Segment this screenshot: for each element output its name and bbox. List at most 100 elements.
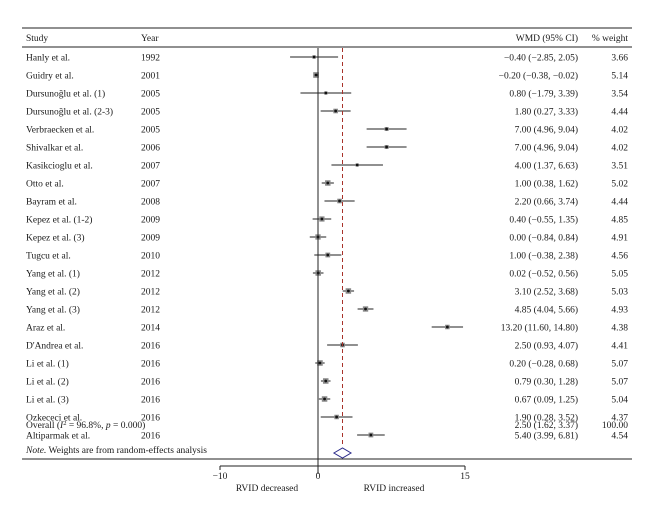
point-estimate — [335, 415, 339, 419]
study-ci: 0.80 (−1.79, 3.39) — [509, 89, 578, 100]
study-row: Ozkececi et al. 2016 1.90 (0.28, 3.52) 4.37 — [26, 413, 628, 424]
study-row: Hanly et al. 1992 −0.40 (−2.85, 2.05) 3.66 — [26, 53, 628, 64]
study-ci: 4.85 (4.04, 5.66) — [515, 305, 578, 316]
point-estimate — [355, 163, 359, 167]
study-year: 2016 — [141, 414, 160, 424]
overall-weight: 100.00 — [602, 421, 628, 431]
study-row: Li et al. (1) 2016 0.20 (−0.28, 0.68) 5.07 — [26, 359, 628, 370]
point-estimate — [346, 289, 350, 293]
study-ci: 3.10 (2.52, 3.68) — [515, 287, 578, 298]
study-weight: 4.54 — [611, 432, 628, 442]
study-year: 2005 — [141, 126, 160, 136]
study-ci: 2.50 (0.93, 4.07) — [515, 341, 578, 352]
study-weight: 5.04 — [611, 396, 628, 406]
x-tick-label: −10 — [213, 472, 228, 482]
header-year: Year — [141, 34, 159, 44]
study-weight: 4.56 — [611, 252, 628, 262]
study-year: 2007 — [141, 180, 160, 190]
study-name: Shivalkar et al. — [26, 144, 83, 154]
x-tick-label: 15 — [460, 472, 470, 482]
x-tick-label: 0 — [316, 472, 321, 482]
study-name: Hanly et al. — [26, 54, 70, 64]
study-weight: 4.37 — [611, 414, 628, 424]
study-ci: 1.00 (0.38, 1.62) — [515, 179, 578, 190]
study-ci: 0.67 (0.09, 1.25) — [515, 395, 578, 406]
study-year: 2006 — [141, 144, 160, 154]
study-row: Altiparmak et al. 2016 5.40 (3.99, 6.81) 4.… — [26, 431, 628, 442]
study-year: 2014 — [141, 324, 160, 334]
point-estimate — [334, 109, 338, 113]
study-ci: 7.00 (4.96, 9.04) — [515, 125, 578, 136]
study-weight: 4.91 — [611, 234, 628, 244]
point-estimate — [324, 91, 328, 95]
study-ci: 0.02 (−0.52, 0.56) — [509, 269, 578, 280]
study-row: Kepez et al. (3) 2009 0.00 (−0.84, 0.84) 4.… — [26, 233, 628, 244]
point-estimate — [364, 307, 367, 311]
study-row: Kasikcioglu et al. 2007 4.00 (1.37, 6.63) 3… — [26, 161, 628, 172]
study-year: 2012 — [141, 270, 160, 280]
study-ci: 13.20 (11.60, 14.80) — [501, 323, 578, 334]
study-row: Guidry et al. 2001 −0.20 (−0.38, −0.02) 5.1… — [26, 71, 628, 82]
study-name: Bayram et al. — [26, 198, 77, 208]
point-estimate — [369, 433, 373, 437]
study-weight: 5.07 — [611, 360, 628, 370]
study-ci: 1.00 (−0.38, 2.38) — [509, 251, 578, 262]
study-name: D'Andrea et al. — [26, 342, 83, 352]
study-row: D'Andrea et al. 2016 2.50 (0.93, 4.07) 4.41 — [26, 341, 628, 352]
point-estimate — [385, 145, 388, 149]
study-weight: 4.85 — [611, 216, 628, 226]
header-study: Study — [26, 34, 48, 44]
study-name: Guidry et al. — [26, 72, 74, 82]
study-weight: 3.66 — [611, 54, 628, 64]
study-name: Dursunoğlu et al. (1) — [26, 89, 105, 100]
study-weight: 4.02 — [611, 144, 628, 154]
study-row: Li et al. (3) 2016 0.67 (0.09, 1.25) 5.04 — [26, 395, 628, 406]
study-row: Dursunoğlu et al. (2-3) 2005 1.80 (0.27, 3… — [26, 107, 628, 118]
study-weight: 4.38 — [611, 324, 628, 334]
study-ci: 0.79 (0.30, 1.28) — [515, 377, 578, 388]
study-weight: 5.03 — [611, 288, 628, 298]
point-estimate — [318, 361, 322, 365]
study-ci: −0.20 (−0.38, −0.02) — [499, 71, 578, 82]
study-rows: Hanly et al. 1992 −0.40 (−2.85, 2.05) 3.66 G… — [26, 53, 628, 442]
point-estimate — [338, 199, 341, 203]
study-name: Kasikcioglu et al. — [26, 162, 93, 172]
study-weight: 4.02 — [611, 126, 628, 136]
x-left-label: RVID decreased — [236, 484, 299, 494]
overall-ci: 2.50 (1.62, 3.37) — [515, 420, 578, 431]
study-year: 2016 — [141, 342, 160, 352]
study-name: Yang et al. (3) — [26, 305, 80, 316]
study-name: Li et al. (1) — [26, 359, 69, 370]
study-year: 2010 — [141, 252, 160, 262]
study-name: Verbraecken et al. — [26, 126, 94, 136]
study-weight: 4.44 — [611, 198, 628, 208]
point-estimate — [326, 181, 330, 185]
study-row: Dursunoğlu et al. (1) 2005 0.80 (−1.79, 3.… — [26, 89, 628, 100]
study-ci: 1.80 (0.27, 3.33) — [515, 107, 578, 118]
point-estimate — [326, 253, 330, 257]
point-estimate — [323, 397, 326, 401]
study-name: Otto et al. — [26, 180, 64, 190]
study-ci: 7.00 (4.96, 9.04) — [515, 143, 578, 154]
note: Note. Weights are from random-effects an… — [25, 445, 207, 456]
study-name: Yang et al. (1) — [26, 269, 80, 280]
study-year: 2009 — [141, 216, 160, 226]
study-row: Kepez et al. (1-2) 2009 0.40 (−0.55, 1.35)… — [26, 215, 628, 226]
study-year: 2016 — [141, 360, 160, 370]
study-name: Yang et al. (2) — [26, 287, 80, 298]
point-estimate — [320, 217, 324, 221]
study-ci: 2.20 (0.66, 3.74) — [515, 197, 578, 208]
study-year: 2001 — [141, 72, 160, 82]
study-year: 2009 — [141, 234, 160, 244]
point-estimate — [312, 55, 316, 59]
overall-label: Overall (I2 = 96.8%, p = 0.000) — [26, 420, 145, 432]
study-weight: 4.41 — [611, 342, 628, 352]
study-row: Verbraecken et al. 2005 7.00 (4.96, 9.04) 4… — [26, 125, 628, 136]
study-year: 2016 — [141, 432, 160, 442]
study-year: 2016 — [141, 378, 160, 388]
study-ci: 4.00 (1.37, 6.63) — [515, 161, 578, 172]
study-year: 2007 — [141, 162, 160, 172]
study-weight: 5.07 — [611, 378, 628, 388]
study-weight: 4.44 — [611, 108, 628, 118]
